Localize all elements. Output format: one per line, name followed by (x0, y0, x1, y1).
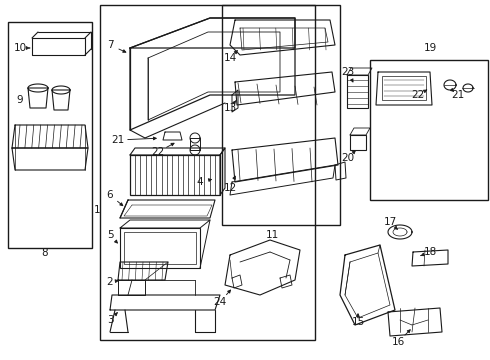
Text: 14: 14 (223, 53, 237, 63)
Text: 24: 24 (213, 297, 227, 307)
Text: 7: 7 (107, 40, 113, 50)
Text: 17: 17 (383, 217, 396, 227)
Text: 10: 10 (13, 43, 26, 53)
Bar (8, 22, 92, 248)
Bar (347, 75, 368, 108)
Text: 1: 1 (94, 205, 100, 215)
Text: 16: 16 (392, 337, 405, 347)
Text: 11: 11 (266, 230, 279, 240)
Text: 9: 9 (17, 95, 24, 105)
Text: 3: 3 (107, 315, 113, 325)
Text: 21: 21 (451, 90, 465, 100)
Text: 13: 13 (223, 103, 237, 113)
Text: 6: 6 (107, 190, 113, 200)
Bar (124, 232, 196, 264)
Text: 15: 15 (351, 317, 365, 327)
Text: 12: 12 (223, 183, 237, 193)
Text: 19: 19 (423, 43, 437, 53)
Bar (130, 155, 220, 195)
Text: 22: 22 (151, 147, 165, 157)
Bar (222, 5, 340, 225)
Bar (370, 60, 488, 200)
Text: 21: 21 (111, 135, 124, 145)
Bar (350, 135, 366, 150)
Text: 20: 20 (342, 153, 355, 163)
Text: 23: 23 (342, 67, 355, 77)
Text: 22: 22 (412, 90, 425, 100)
Text: 8: 8 (42, 248, 49, 258)
Bar (100, 5, 315, 340)
Text: 5: 5 (107, 230, 113, 240)
Text: 4: 4 (196, 177, 203, 187)
Text: 18: 18 (423, 247, 437, 257)
Bar (382, 76, 426, 100)
Text: 2: 2 (107, 277, 113, 287)
Bar (120, 228, 200, 268)
